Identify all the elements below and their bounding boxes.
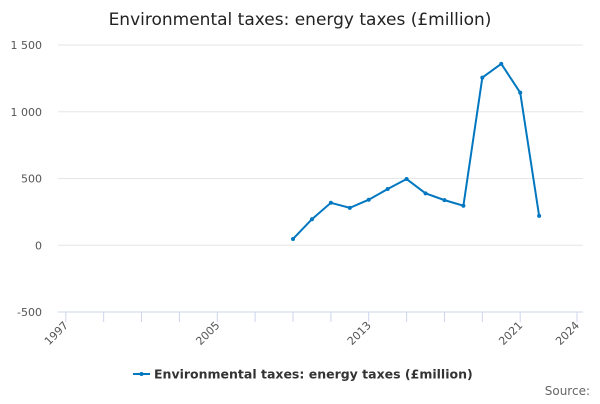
y-tick-label: 500 bbox=[21, 173, 42, 186]
data-point-2011[interactable] bbox=[328, 200, 333, 205]
data-point-2018[interactable] bbox=[461, 203, 466, 208]
data-point-2014[interactable] bbox=[385, 187, 390, 192]
legend-label[interactable]: Environmental taxes: energy taxes (£mill… bbox=[154, 367, 473, 382]
data-point-2016[interactable] bbox=[423, 191, 428, 196]
data-point-2021[interactable] bbox=[518, 90, 523, 95]
x-tick-label: 2024 bbox=[553, 319, 582, 348]
source-label: Source: bbox=[545, 384, 590, 398]
data-point-2009[interactable] bbox=[291, 236, 295, 241]
legend[interactable]: Environmental taxes: energy taxes (£mill… bbox=[133, 367, 473, 382]
y-tick-label: 1 500 bbox=[11, 39, 43, 52]
x-tick-label: 2013 bbox=[345, 319, 374, 348]
chart-title: Environmental taxes: energy taxes (£mill… bbox=[109, 10, 492, 30]
y-tick-label: 0 bbox=[35, 239, 42, 252]
x-tick-label: 1997 bbox=[42, 319, 71, 348]
y-tick-label: -500 bbox=[17, 306, 42, 319]
data-point-2019[interactable] bbox=[480, 75, 485, 80]
data-point-2022[interactable] bbox=[537, 213, 542, 218]
series-line bbox=[292, 62, 541, 240]
data-point-2010[interactable] bbox=[309, 217, 314, 222]
x-tick-label: 2021 bbox=[496, 319, 525, 348]
data-point-2017[interactable] bbox=[442, 198, 447, 203]
data-point-2015[interactable] bbox=[404, 177, 409, 182]
x-tick-label: 2005 bbox=[193, 319, 222, 348]
legend-marker-icon bbox=[139, 372, 144, 376]
data-point-2013[interactable] bbox=[366, 197, 371, 202]
y-tick-label: 1 000 bbox=[11, 106, 43, 119]
data-point-2020[interactable] bbox=[499, 61, 504, 66]
data-point-2012[interactable] bbox=[347, 205, 352, 210]
